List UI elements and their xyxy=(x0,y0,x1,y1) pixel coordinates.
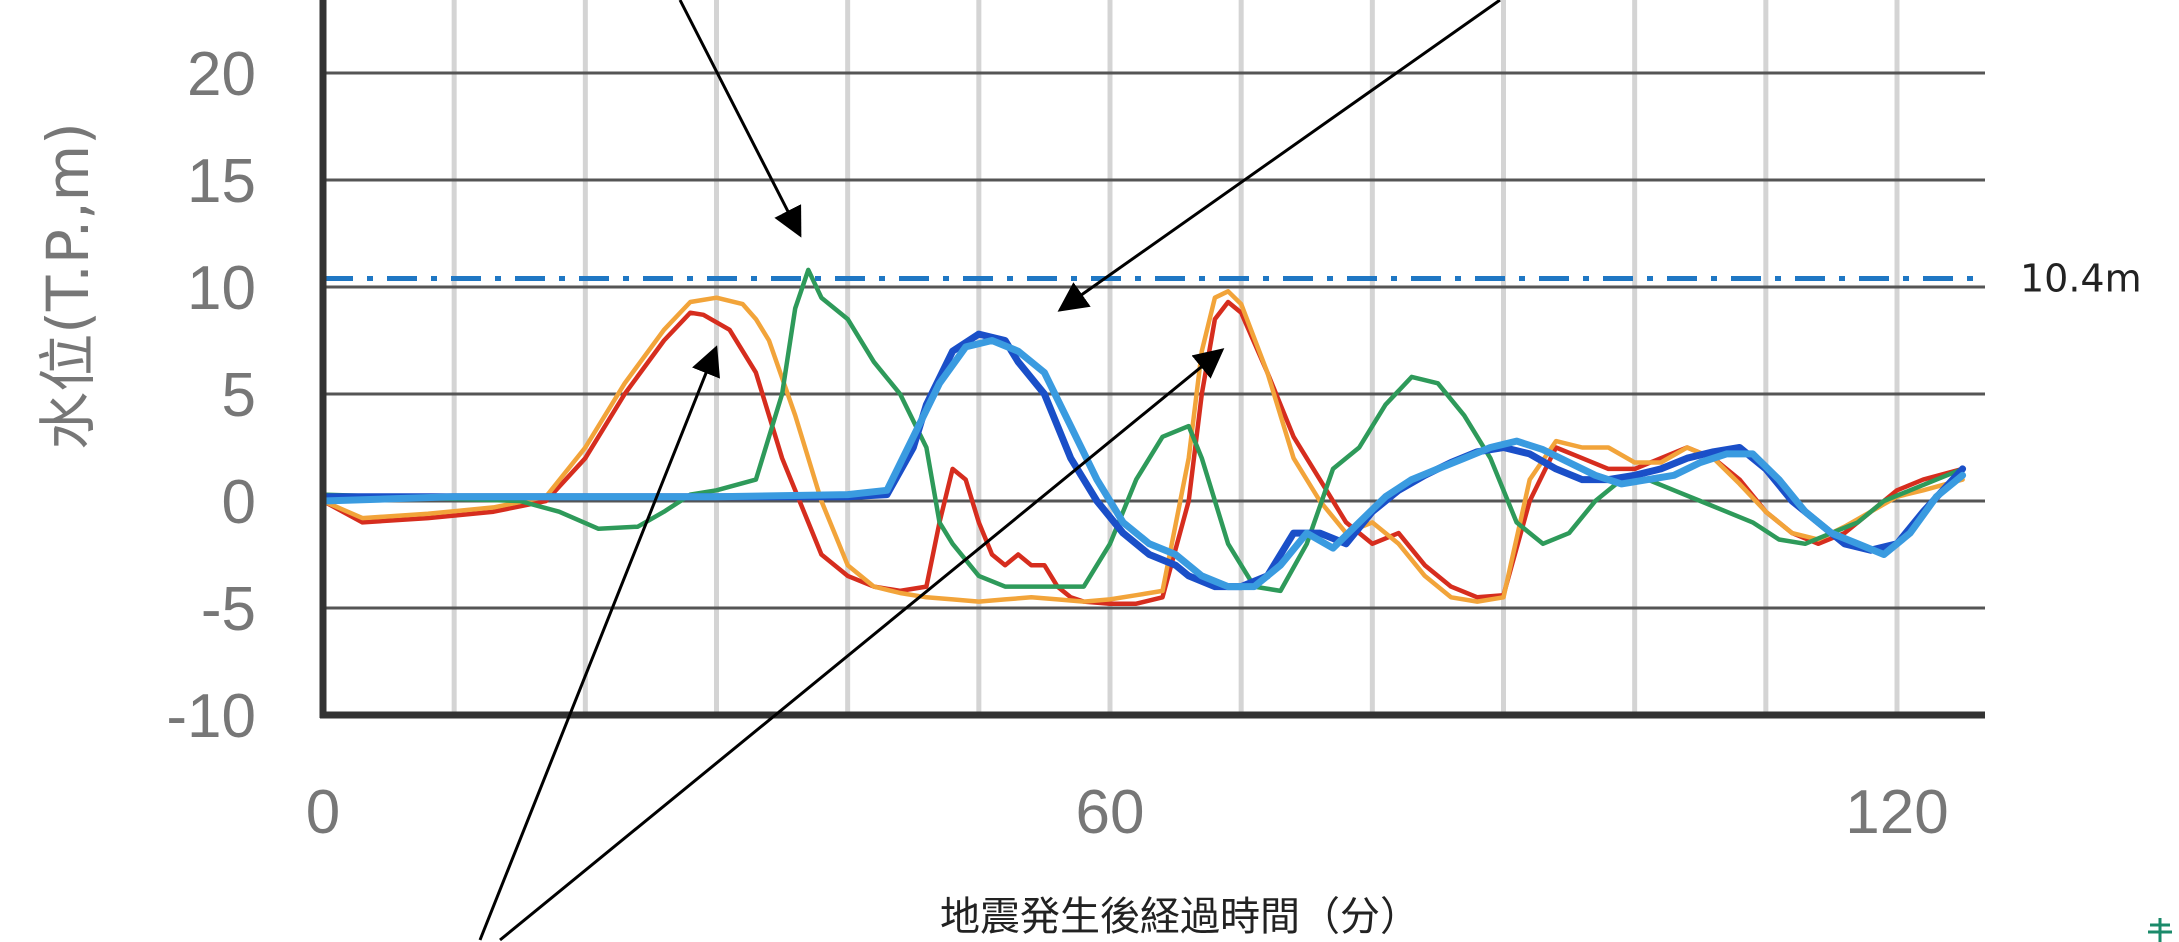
y-tick-label: -5 xyxy=(201,575,256,644)
annotation-arrow xyxy=(478,345,720,941)
x-tick-label: 60 xyxy=(1076,778,1145,847)
axes xyxy=(319,0,1985,719)
series-line-1 xyxy=(320,299,1965,606)
y-tick-label: 10 xyxy=(187,254,256,323)
annotation-arrows xyxy=(478,0,1501,942)
x-axis-label: 地震発生後経過時間（分） xyxy=(940,894,1420,940)
series-line-2 xyxy=(320,289,1965,604)
y-tick-label: 15 xyxy=(187,147,256,216)
y-tick-label: -10 xyxy=(166,682,256,751)
reference-line-group: 10.4m xyxy=(323,256,2142,300)
y-tick-label: 20 xyxy=(187,40,256,109)
x-tick-label: 0 xyxy=(306,778,340,847)
annotation-arrow xyxy=(1057,0,1501,312)
annotation-arrow xyxy=(499,348,1225,942)
logo-mark xyxy=(2148,918,2172,942)
y-tick-label: 5 xyxy=(222,361,256,430)
y-tick-label: 0 xyxy=(222,468,256,537)
tick-labels: 20 15 10 5 0 -5 -10 0 60 120 xyxy=(166,40,1948,847)
x-tick-label: 120 xyxy=(1845,778,1948,847)
reference-line-label: 10.4m xyxy=(2020,256,2142,300)
annotation-arrow xyxy=(678,0,802,238)
y-axis-label: 水位(T.P.,m) xyxy=(34,122,102,450)
series-line-5 xyxy=(319,337,1967,591)
series-line-3 xyxy=(320,267,1965,594)
series-group xyxy=(319,267,1967,606)
grid xyxy=(323,0,1985,715)
